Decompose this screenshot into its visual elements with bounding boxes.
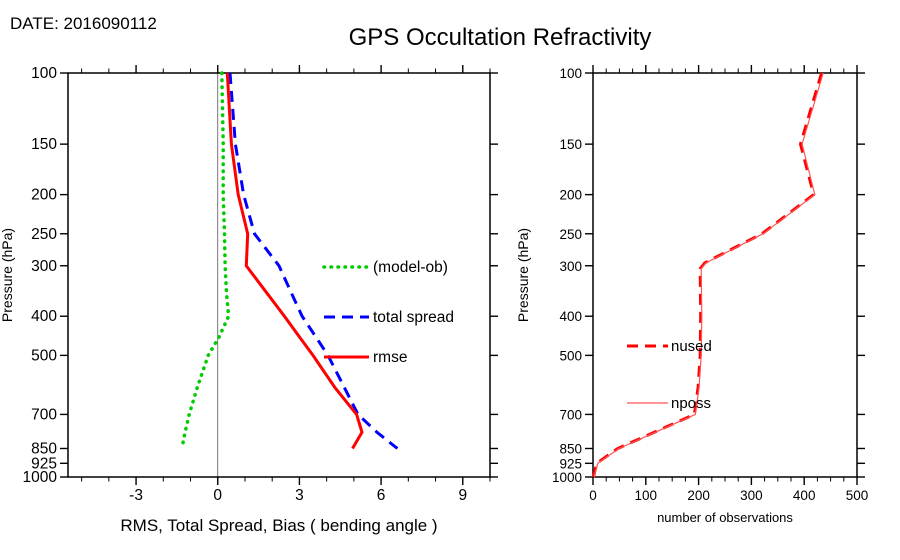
y-tick-label: 500	[31, 347, 57, 364]
legend-label-total-spread: total spread	[373, 309, 454, 326]
x-tick-label: 9	[458, 487, 467, 504]
x-tick-label: 0	[213, 487, 222, 504]
x-tick-label: 3	[295, 487, 304, 504]
x-tick-label: 100	[635, 488, 658, 503]
y-tick-label: 500	[559, 348, 582, 363]
x-tick-label: 0	[589, 488, 597, 503]
legend-label-model-ob: (model-ob)	[373, 259, 448, 276]
series-rmse	[225, 72, 364, 450]
x-tick-label: 200	[687, 488, 710, 503]
y-tick-label: 400	[31, 308, 57, 325]
plot-frame	[67, 72, 491, 478]
x-tick-label: 300	[740, 488, 763, 503]
legend-label-rmse: rmse	[373, 349, 407, 366]
legend-label-nposs: nposs	[671, 395, 711, 412]
y-tick-label: 1000	[23, 469, 58, 486]
y-tick-label: 150	[31, 136, 57, 153]
page-title: GPS Occultation Refractivity	[348, 24, 652, 51]
series-nused	[592, 72, 824, 478]
date-label: DATE: 2016090112	[10, 14, 157, 33]
y-tick-label: 300	[31, 258, 57, 275]
legend-label-nused: nused	[671, 338, 712, 355]
y-tick-label: 250	[31, 226, 57, 243]
y-axis-label: Pressure (hPa)	[515, 228, 531, 322]
y-tick-label: 850	[559, 441, 582, 456]
y-axis-label: Pressure (hPa)	[0, 228, 15, 322]
x-tick-label: -3	[129, 487, 143, 504]
panel-1: -3 0 3 6 9 100 150 200 250 300 400 500 700 8509251000…	[0, 65, 498, 535]
series-total-spread	[228, 72, 399, 450]
plot-frame	[592, 72, 858, 478]
y-tick-label: 925	[31, 455, 57, 472]
y-tick-label: 1000	[552, 470, 582, 485]
y-tick-label: 200	[559, 188, 582, 203]
y-tick-label: 300	[559, 259, 582, 274]
y-tick-label: 700	[31, 406, 57, 423]
x-axis-label: number of observations	[657, 510, 793, 525]
x-tick-label: 500	[846, 488, 869, 503]
y-tick-label: 400	[559, 309, 582, 324]
y-tick-label: 700	[559, 407, 582, 422]
y-tick-label: 925	[559, 456, 582, 471]
x-tick-label: 400	[793, 488, 816, 503]
series-nposs	[593, 72, 824, 478]
y-tick-label: 150	[559, 137, 582, 152]
y-tick-label: 250	[559, 227, 582, 242]
series-model-ob	[180, 71, 231, 451]
y-tick-label: 100	[559, 66, 582, 81]
x-tick-label: 6	[377, 487, 386, 504]
y-tick-label: 850	[31, 440, 57, 457]
y-tick-label: 200	[31, 187, 57, 204]
panel-2: 0 100 200 300 400 500 100 150 200 250 300 400 500 700…	[515, 65, 868, 525]
y-tick-label: 100	[31, 65, 57, 82]
x-axis-label: RMS, Total Spread, Bias ( bending angle …	[120, 516, 437, 535]
